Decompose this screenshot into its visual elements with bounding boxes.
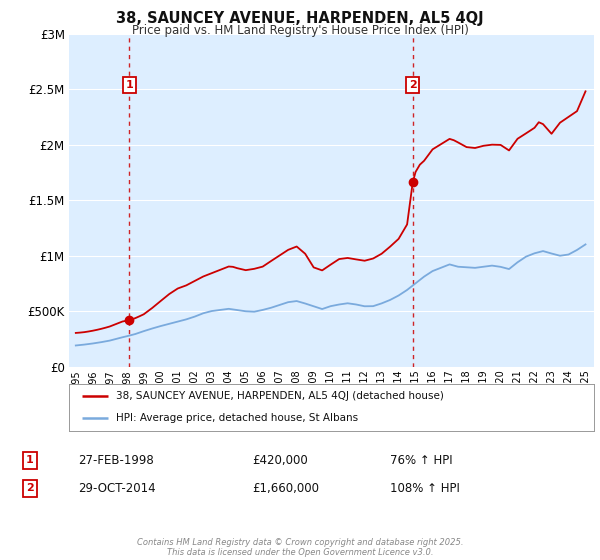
Text: 108% ↑ HPI: 108% ↑ HPI — [390, 482, 460, 495]
Text: 38, SAUNCEY AVENUE, HARPENDEN, AL5 4QJ (detached house): 38, SAUNCEY AVENUE, HARPENDEN, AL5 4QJ (… — [116, 391, 444, 402]
Text: Contains HM Land Registry data © Crown copyright and database right 2025.
This d: Contains HM Land Registry data © Crown c… — [137, 538, 463, 557]
Text: 38, SAUNCEY AVENUE, HARPENDEN, AL5 4QJ: 38, SAUNCEY AVENUE, HARPENDEN, AL5 4QJ — [116, 11, 484, 26]
Text: £1,660,000: £1,660,000 — [252, 482, 319, 495]
Text: 29-OCT-2014: 29-OCT-2014 — [78, 482, 155, 495]
Text: 2: 2 — [409, 80, 416, 90]
Text: 2: 2 — [26, 483, 34, 493]
Text: HPI: Average price, detached house, St Albans: HPI: Average price, detached house, St A… — [116, 413, 358, 423]
Text: 1: 1 — [26, 455, 34, 465]
Text: Price paid vs. HM Land Registry's House Price Index (HPI): Price paid vs. HM Land Registry's House … — [131, 24, 469, 36]
Text: 76% ↑ HPI: 76% ↑ HPI — [390, 454, 452, 467]
Text: 27-FEB-1998: 27-FEB-1998 — [78, 454, 154, 467]
Text: £420,000: £420,000 — [252, 454, 308, 467]
Text: 1: 1 — [125, 80, 133, 90]
